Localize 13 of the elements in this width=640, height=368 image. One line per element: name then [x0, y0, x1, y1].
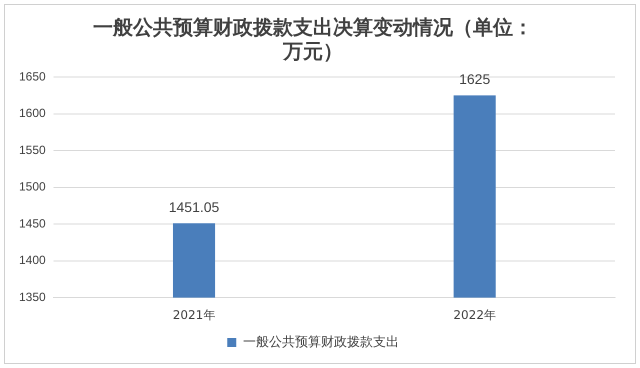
- y-tick-label: 1600: [18, 106, 46, 120]
- y-tick-label: 1550: [18, 142, 46, 157]
- y-tick-label: 1350: [18, 290, 46, 304]
- x-tick-label: 2021年: [172, 308, 216, 322]
- x-tick-label: 2022年: [453, 308, 496, 322]
- legend-label: 一般公共预算财政拨款支出: [242, 334, 399, 350]
- y-tick-label: 1500: [18, 180, 46, 194]
- y-tick-label: 1400: [18, 253, 46, 268]
- y-tick-label: 1650: [18, 69, 46, 84]
- data-label: 1451.05: [168, 199, 220, 216]
- chart-title: 一般公共预算财政拨款支出决算变动情况（单位：万元）: [93, 15, 533, 64]
- data-label: 1625: [459, 71, 490, 88]
- y-tick-label: 1450: [18, 216, 46, 230]
